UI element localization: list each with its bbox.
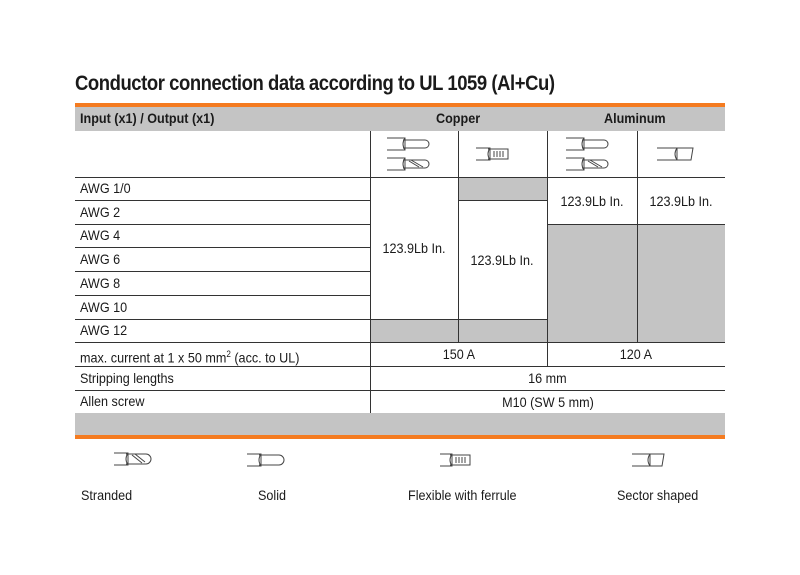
divider	[547, 224, 725, 225]
empty-cell	[547, 224, 725, 342]
divider	[75, 247, 370, 248]
divider	[637, 131, 638, 342]
legend-sector: Sector shaped	[617, 487, 699, 503]
top-accent-bar	[75, 103, 725, 107]
divider	[458, 131, 459, 342]
stripping-label: Stripping lengths	[80, 370, 174, 386]
solid-stranded-icon	[387, 137, 430, 171]
torque-copper-solid-stranded: 123.9Lb In.	[382, 240, 446, 256]
header-row	[75, 107, 725, 131]
header-input-output: Input (x1) / Output (x1)	[80, 110, 215, 126]
sector-shaped-icon	[657, 147, 694, 161]
legend-ferrule: Flexible with ferrule	[408, 487, 517, 503]
empty-cell	[458, 177, 547, 200]
divider	[75, 271, 370, 272]
legend-solid: Solid	[258, 487, 287, 503]
ferrule-icon	[476, 147, 509, 161]
row-label: AWG 4	[80, 227, 121, 243]
divider	[75, 366, 725, 367]
row-label: AWG 10	[80, 299, 128, 315]
header-copper: Copper	[436, 110, 481, 126]
row-label: AWG 12	[80, 322, 128, 338]
divider	[75, 177, 725, 178]
sector-shaped-icon	[632, 453, 665, 467]
legend-stranded: Stranded	[81, 487, 133, 503]
divider	[75, 319, 547, 320]
torque-copper-ferrule: 123.9Lb In.	[470, 251, 535, 268]
divider	[75, 342, 725, 343]
screw-value: M10 (SW 5 mm)	[501, 393, 594, 410]
current-aluminum: 120 A	[619, 346, 653, 362]
ferrule-icon	[440, 453, 471, 467]
row-label: AWG 2	[80, 204, 121, 220]
current-label: max. current at 1 x 50 mm2 (acc. to UL)	[80, 349, 300, 366]
current-copper: 150 A	[442, 346, 475, 362]
torque-aluminum-solid-stranded: 123.9Lb In.	[560, 192, 624, 209]
row-label: AWG 1/0	[80, 180, 131, 196]
page-title: Conductor connection data according to U…	[75, 72, 555, 95]
screw-label: Allen screw	[80, 393, 145, 409]
torque-aluminum-sector: 123.9Lb In.	[649, 192, 713, 209]
divider	[75, 295, 370, 296]
row-label: AWG 6	[80, 251, 121, 267]
footer-bar	[75, 413, 725, 435]
stranded-icon	[114, 452, 152, 466]
divider	[547, 131, 548, 366]
solid-icon	[247, 453, 285, 467]
stripping-value: 16 mm	[528, 370, 567, 386]
divider	[458, 200, 547, 201]
divider	[75, 390, 725, 391]
bottom-accent-bar	[75, 435, 725, 439]
divider	[75, 224, 370, 225]
solid-stranded-icon	[566, 137, 609, 171]
divider	[370, 131, 371, 413]
divider	[75, 200, 370, 201]
row-label: AWG 8	[80, 275, 121, 291]
header-aluminum: Aluminum	[604, 110, 666, 126]
